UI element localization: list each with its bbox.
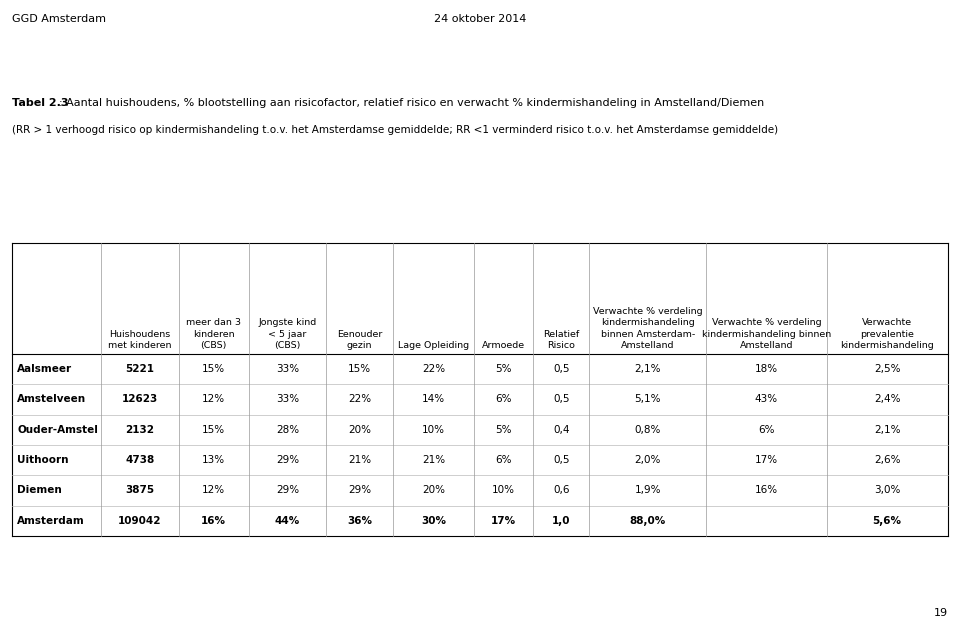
Text: Tabel 2.3: Tabel 2.3	[12, 98, 69, 108]
Text: 19: 19	[933, 608, 948, 618]
Text: 0,4: 0,4	[553, 425, 569, 435]
Text: 29%: 29%	[276, 455, 300, 465]
Text: Amstelveen: Amstelveen	[17, 394, 86, 404]
Text: Uithoorn: Uithoorn	[17, 455, 69, 465]
Text: 0,8%: 0,8%	[635, 425, 660, 435]
Text: 15%: 15%	[202, 364, 226, 374]
Text: 4738: 4738	[125, 455, 155, 465]
Text: 6%: 6%	[495, 455, 512, 465]
Text: Eenouder
gezin: Eenouder gezin	[337, 330, 382, 350]
Text: 28%: 28%	[276, 425, 300, 435]
Text: Amsterdam: Amsterdam	[17, 516, 85, 526]
Text: 2,1%: 2,1%	[635, 364, 660, 374]
Text: Verwachte
prevalentie
kindermishandeling: Verwachte prevalentie kindermishandeling	[840, 319, 934, 350]
Text: 2,6%: 2,6%	[874, 455, 900, 465]
Text: 10%: 10%	[422, 425, 445, 435]
Text: Huishoudens
met kinderen: Huishoudens met kinderen	[108, 330, 172, 350]
Text: 5221: 5221	[125, 364, 155, 374]
Text: 2132: 2132	[125, 425, 155, 435]
Text: Verwachte % verdeling
kindermishandeling binnen
Amstelland: Verwachte % verdeling kindermishandeling…	[702, 319, 831, 350]
Text: 20%: 20%	[348, 425, 372, 435]
Text: 43%: 43%	[755, 394, 778, 404]
Text: 0,5: 0,5	[553, 455, 569, 465]
Text: 18%: 18%	[755, 364, 778, 374]
Text: 15%: 15%	[202, 425, 226, 435]
Text: Aalsmeer: Aalsmeer	[17, 364, 72, 374]
Text: 0,6: 0,6	[553, 485, 569, 495]
Text: 44%: 44%	[275, 516, 300, 526]
Text: (RR > 1 verhoogd risico op kindermishandeling t.o.v. het Amsterdamse gemiddelde;: (RR > 1 verhoogd risico op kindermishand…	[12, 125, 779, 135]
Text: 10%: 10%	[492, 485, 516, 495]
Text: GGD Amsterdam: GGD Amsterdam	[12, 14, 107, 24]
Text: 5,6%: 5,6%	[873, 516, 901, 526]
Text: 21%: 21%	[422, 455, 445, 465]
Text: 12%: 12%	[202, 485, 226, 495]
Text: 1,0: 1,0	[552, 516, 570, 526]
Text: 88,0%: 88,0%	[630, 516, 666, 526]
Text: 5%: 5%	[495, 364, 512, 374]
Text: 30%: 30%	[421, 516, 446, 526]
Text: 33%: 33%	[276, 394, 300, 404]
Text: 0,5: 0,5	[553, 394, 569, 404]
Text: 16%: 16%	[201, 516, 227, 526]
Text: 29%: 29%	[348, 485, 372, 495]
Text: 20%: 20%	[422, 485, 445, 495]
Text: 1,9%: 1,9%	[635, 485, 660, 495]
Text: 17%: 17%	[755, 455, 778, 465]
Text: Lage Opleiding: Lage Opleiding	[398, 341, 469, 350]
Text: 36%: 36%	[348, 516, 372, 526]
Text: 2,4%: 2,4%	[874, 394, 900, 404]
Text: 0,5: 0,5	[553, 364, 569, 374]
Text: : Aantal huishoudens, % blootstelling aan risicofactor, relatief risico en verwa: : Aantal huishoudens, % blootstelling aa…	[60, 98, 764, 108]
Text: 17%: 17%	[492, 516, 516, 526]
Text: 2,0%: 2,0%	[635, 455, 660, 465]
Text: 22%: 22%	[422, 364, 445, 374]
Text: 24 oktober 2014: 24 oktober 2014	[434, 14, 526, 24]
Text: 6%: 6%	[758, 425, 775, 435]
Text: 12623: 12623	[122, 394, 157, 404]
Text: 12%: 12%	[202, 394, 226, 404]
Text: Ouder-Amstel: Ouder-Amstel	[17, 425, 98, 435]
Text: 22%: 22%	[348, 394, 372, 404]
Text: 109042: 109042	[118, 516, 161, 526]
Text: Relatief
Risico: Relatief Risico	[543, 330, 580, 350]
Text: meer dan 3
kinderen
(CBS): meer dan 3 kinderen (CBS)	[186, 319, 241, 350]
Text: 15%: 15%	[348, 364, 372, 374]
Text: Jongste kind
< 5 jaar
(CBS): Jongste kind < 5 jaar (CBS)	[258, 319, 317, 350]
Text: 3875: 3875	[125, 485, 155, 495]
Text: 29%: 29%	[276, 485, 300, 495]
Text: 5,1%: 5,1%	[635, 394, 660, 404]
Text: Diemen: Diemen	[17, 485, 62, 495]
Text: 21%: 21%	[348, 455, 372, 465]
Text: 13%: 13%	[202, 455, 226, 465]
Text: 14%: 14%	[422, 394, 445, 404]
Text: 6%: 6%	[495, 394, 512, 404]
Text: 16%: 16%	[755, 485, 778, 495]
Text: Verwachte % verdeling
kindermishandeling
binnen Amsterdam-
Amstelland: Verwachte % verdeling kindermishandeling…	[593, 307, 703, 350]
Text: 2,5%: 2,5%	[874, 364, 900, 374]
Text: 2,1%: 2,1%	[874, 425, 900, 435]
Text: 33%: 33%	[276, 364, 300, 374]
Text: 3,0%: 3,0%	[874, 485, 900, 495]
Text: Armoede: Armoede	[482, 341, 525, 350]
Text: 5%: 5%	[495, 425, 512, 435]
